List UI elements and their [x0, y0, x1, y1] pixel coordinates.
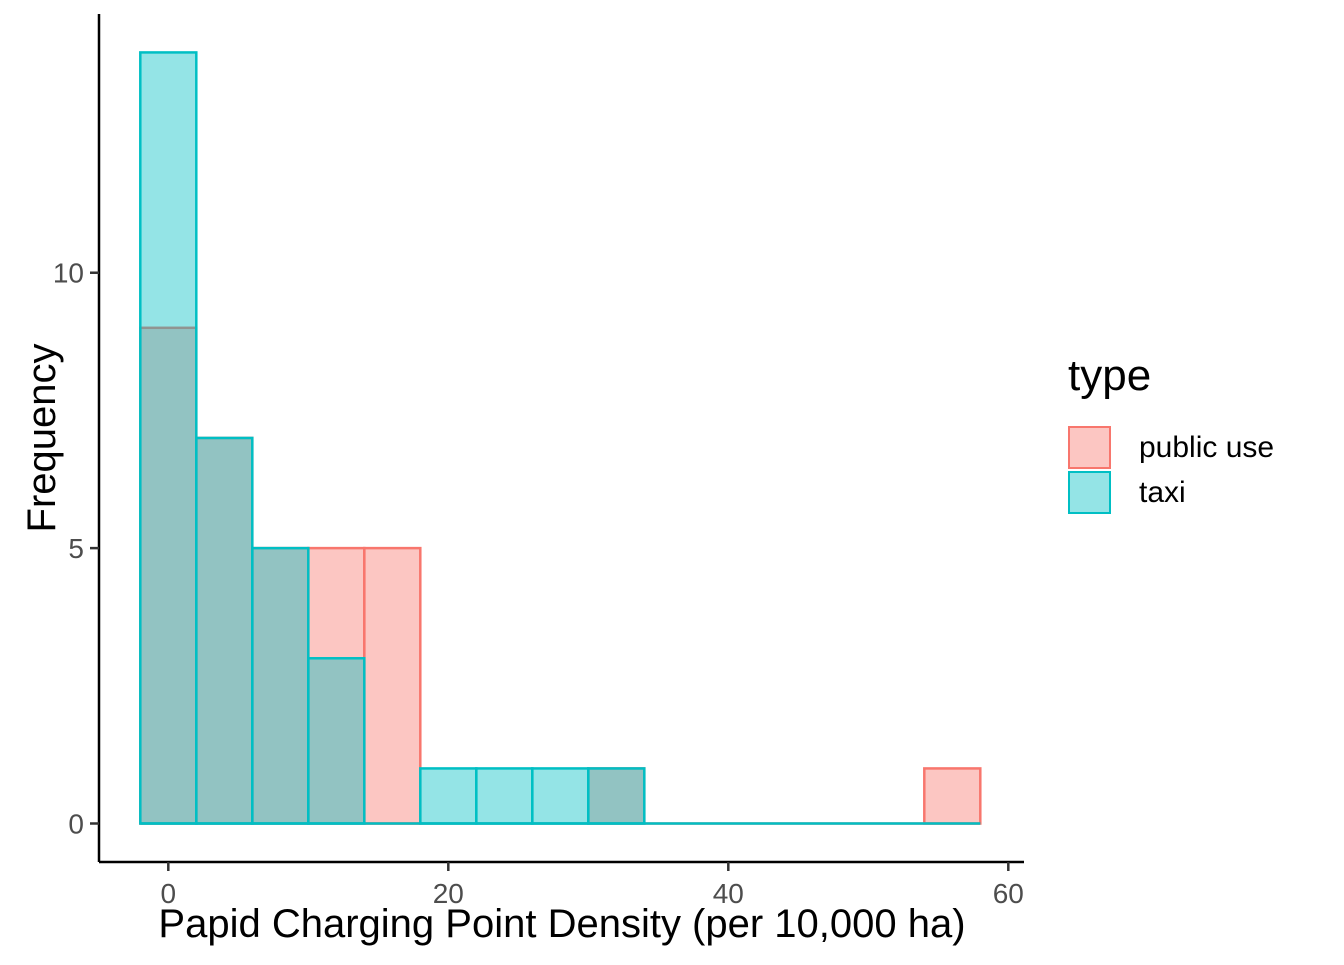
- y-tick-label: 0: [68, 809, 84, 840]
- histogram-bar: [587, 767, 646, 825]
- legend-key-swatch: [1068, 471, 1111, 515]
- histogram-bar: [307, 657, 366, 825]
- x-tick-label: 60: [993, 878, 1024, 909]
- legend-row: public use: [1068, 426, 1275, 470]
- histogram-bar: [195, 436, 254, 825]
- x-tick-label: 20: [433, 878, 464, 909]
- legend-rows: public use taxi: [1068, 426, 1275, 515]
- histogram-bar: [531, 767, 590, 825]
- histogram-bar: [419, 767, 478, 825]
- legend-row: taxi: [1068, 471, 1274, 515]
- legend-key-label: taxi: [1139, 475, 1186, 509]
- x-axis-title: Papid Charging Point Density (per 10,000…: [158, 902, 965, 946]
- legend-key-label: public use: [1139, 430, 1275, 464]
- histogram-bar: [363, 546, 422, 825]
- histogram-bar: [475, 767, 534, 825]
- legend-key-swatch: [1068, 426, 1111, 470]
- histogram-bar: [139, 51, 198, 825]
- histogram-bar: [195, 436, 254, 825]
- legend: type public use taxi: [1068, 351, 1275, 515]
- bars-layer: [139, 51, 982, 825]
- histogram-bar: [251, 546, 310, 825]
- histogram-bar: [923, 767, 982, 825]
- y-tick-label: 5: [68, 533, 84, 564]
- axes-layer: 0 20 40 60 0 5 10: [53, 14, 1024, 909]
- y-tick-label: 10: [53, 258, 84, 289]
- legend-title: type: [1068, 351, 1152, 400]
- y-axis-title: Frequency: [20, 344, 64, 533]
- x-tick-label: 40: [713, 878, 744, 909]
- x-tick-label: 0: [161, 878, 177, 909]
